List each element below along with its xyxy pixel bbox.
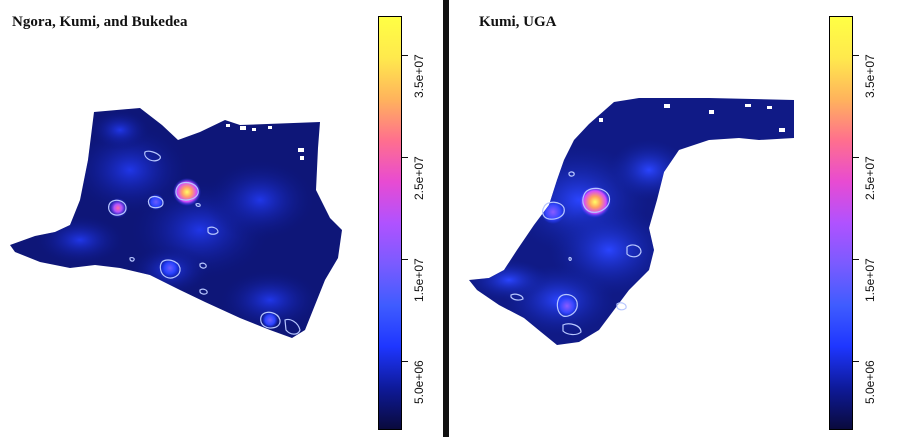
colorbar-tick-label: 5.0e+06: [863, 360, 877, 404]
colorbar-tick: [853, 157, 859, 158]
colorbar-tick: [853, 55, 859, 56]
colorbar-tick-label: 1.5e+07: [863, 258, 877, 302]
map-panel-right: Kumi, UGA: [449, 0, 900, 437]
no-data-gaps: [599, 104, 785, 132]
colorbar: [829, 16, 853, 430]
district-shape-right: [469, 98, 794, 345]
map-panel-left: Ngora, Kumi, and Bukedea: [0, 0, 443, 437]
colorbar-tick-label: 1.5e+07: [412, 258, 426, 302]
map-title: Kumi, UGA: [479, 14, 557, 30]
colorbar-tick: [853, 361, 859, 362]
density-contours: [510, 171, 642, 336]
panel-divider: [443, 0, 449, 437]
colorbar-tick-label: 3.5e+07: [412, 54, 426, 98]
density-map-svg: [469, 98, 794, 345]
colorbar-tick-label: 5.0e+06: [412, 360, 426, 404]
colorbar-tick: [402, 259, 408, 260]
colorbar-tick: [402, 157, 408, 158]
colorbar-tick-label: 2.5e+07: [412, 156, 426, 200]
colorbar-tick: [402, 55, 408, 56]
density-contours: [108, 150, 301, 335]
colorbar-tick-label: 3.5e+07: [863, 54, 877, 98]
colorbar: [378, 16, 402, 430]
colorbar-tick-label: 2.5e+07: [863, 156, 877, 200]
district-shape-left: [10, 108, 342, 338]
colorbar-tick: [853, 259, 859, 260]
density-map-svg: [10, 108, 342, 338]
colorbar-tick: [402, 361, 408, 362]
map-title: Ngora, Kumi, and Bukedea: [12, 14, 188, 30]
no-data-gaps: [226, 124, 304, 160]
